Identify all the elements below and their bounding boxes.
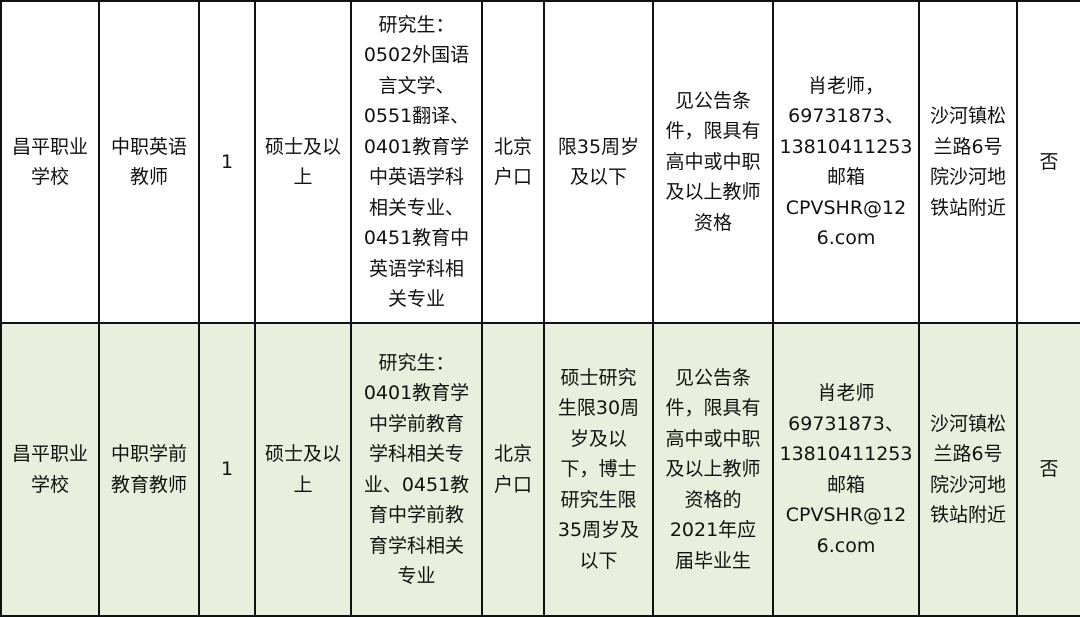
address-cell: 沙河镇松 兰路6号 院沙河地 铁站附近 xyxy=(918,0,1018,324)
school-cell: 昌平职业 学校 xyxy=(0,322,100,617)
hukou-cell: 北京 户口 xyxy=(481,322,545,617)
count-cell: 1 xyxy=(198,322,256,617)
major-cell: 研究生： 0401教育学 中学前教育 学科相关专 业、0451教 育中学前教 育… xyxy=(350,322,483,617)
major-cell: 研究生： 0502外国语 言文学、 0551翻译、 0401教育学 中英语学科 … xyxy=(350,0,483,324)
age-cell: 硕士研究 生限30周 岁及以 下，博士 研究生限 35周岁及 以下 xyxy=(543,322,654,617)
hukou-cell: 北京 户口 xyxy=(481,0,545,324)
position-cell: 中职英语 教师 xyxy=(98,0,200,324)
degree-cell: 硕士及以 上 xyxy=(254,0,352,324)
address-cell: 沙河镇松 兰路6号 院沙河地 铁站附近 xyxy=(918,322,1018,617)
contact-cell: 肖老师， 69731873、 13810411253 邮箱 CPVSHR@12 … xyxy=(772,0,920,324)
table-row: 昌平职业 学校 中职学前 教育教师 1 硕士及以 上 研究生： 0401教育学 … xyxy=(0,322,1080,617)
count-cell: 1 xyxy=(198,0,256,324)
school-cell: 昌平职业 学校 xyxy=(0,0,100,324)
flag-cell: 否 xyxy=(1016,0,1080,324)
age-cell: 限35周岁 及以下 xyxy=(543,0,654,324)
flag-cell: 否 xyxy=(1016,322,1080,617)
degree-cell: 硕士及以 上 xyxy=(254,322,352,617)
other-requirements-cell: 见公告条 件，限具有 高中或中职 及以上教师 资格 xyxy=(652,0,774,324)
other-requirements-cell: 见公告条 件，限具有 高中或中职 及以上教师 资格的 2021年应 届毕业生 xyxy=(652,322,774,617)
table-row: 昌平职业 学校 中职英语 教师 1 硕士及以 上 研究生： 0502外国语 言文… xyxy=(0,0,1080,324)
contact-cell: 肖老师 69731873、 13810411253 邮箱 CPVSHR@12 6… xyxy=(772,322,920,617)
position-cell: 中职学前 教育教师 xyxy=(98,322,200,617)
